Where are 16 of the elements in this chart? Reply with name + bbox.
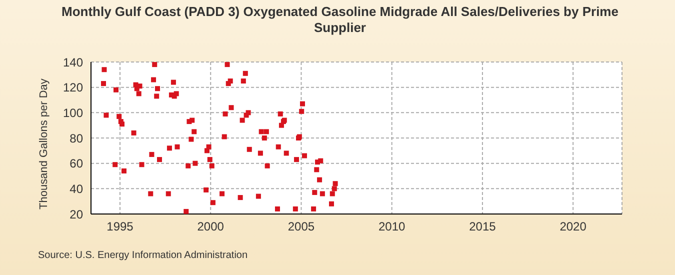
y-tick-label: 20 (70, 207, 84, 222)
y-tick-label: 140 (62, 55, 84, 70)
x-tick-label: 2010 (378, 220, 406, 234)
source-note: Source: U.S. Energy Information Administration (38, 250, 248, 261)
x-tick-label: 1995 (106, 220, 134, 234)
x-tick-label: 2005 (288, 220, 315, 234)
x-tick-label: 2000 (197, 220, 224, 234)
y-tick-label: 100 (62, 106, 84, 120)
y-tick-label: 120 (62, 80, 84, 95)
y-tick-label: 60 (70, 156, 84, 171)
y-axis-title: Thousand Gallons per Day (38, 78, 50, 212)
x-tick-label: 2020 (560, 220, 587, 234)
chart-title: Monthly Gulf Coast (PADD 3) Oxygenated Gasoline Midgrade All Sales/Deliveries by Prime Supplier (60, 4, 620, 36)
y-tick-label: 80 (70, 131, 84, 146)
x-tick-label: 2015 (469, 220, 496, 234)
y-tick-label: 40 (70, 182, 84, 196)
